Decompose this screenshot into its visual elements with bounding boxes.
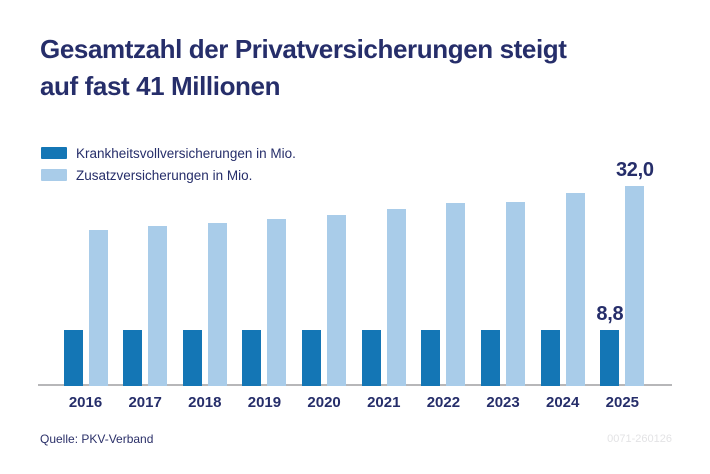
legend-item-vollversicherung: Krankheitsvollversicherungen in Mio. bbox=[41, 142, 296, 164]
bar-2021-series1 bbox=[386, 208, 406, 386]
x-axis-label-2016: 2016 bbox=[68, 394, 103, 411]
x-axis-label-2020: 2020 bbox=[307, 394, 341, 411]
bar-2025-series1 bbox=[625, 185, 645, 386]
bar-2023-series0 bbox=[481, 330, 501, 386]
bar-2019-series0 bbox=[242, 330, 262, 386]
bar-2018-series0 bbox=[182, 330, 202, 386]
bar-2024-series0 bbox=[540, 330, 560, 386]
bar-2017-series1 bbox=[148, 226, 168, 386]
x-axis-label-2025: 2025 bbox=[605, 394, 640, 411]
data-label-2025-series1: 32,0 bbox=[615, 158, 654, 181]
bar-2024-series1 bbox=[565, 192, 585, 386]
bar-2022-series1 bbox=[446, 203, 466, 386]
x-axis-baseline bbox=[38, 384, 672, 386]
x-axis-label-2021: 2021 bbox=[367, 394, 401, 411]
bar-2021-series0 bbox=[361, 330, 381, 386]
legend-swatch-light-icon bbox=[41, 169, 67, 181]
x-axis-label-2024: 2024 bbox=[546, 394, 580, 411]
bar-2018-series1 bbox=[207, 223, 227, 386]
legend-label: Krankheitsvollversicherungen in Mio. bbox=[76, 145, 296, 161]
x-axis-label-2023: 2023 bbox=[486, 394, 520, 411]
data-label-2025-series0: 8,8 bbox=[596, 303, 624, 326]
source-note: Quelle: PKV-Verband bbox=[40, 432, 154, 446]
bar-2025-series0 bbox=[600, 330, 620, 386]
legend-label: Zusatzversicherungen in Mio. bbox=[76, 167, 253, 183]
bar-2017-series0 bbox=[123, 330, 143, 386]
x-axis-label-2022: 2022 bbox=[426, 394, 461, 411]
legend: Krankheitsvollversicherungen in Mio. Zus… bbox=[41, 142, 296, 186]
bar-2020-series1 bbox=[327, 214, 347, 386]
x-axis-label-2019: 2019 bbox=[247, 394, 282, 411]
chart-title: Gesamtzahl der Privatversicherungen stei… bbox=[40, 31, 567, 105]
chart-title-line2: auf fast 41 Millionen bbox=[40, 71, 281, 101]
legend-item-zusatzversicherung: Zusatzversicherungen in Mio. bbox=[41, 164, 296, 186]
chart-title-line1: Gesamtzahl der Privatversicherungen stei… bbox=[40, 34, 567, 64]
x-axis-label-2017: 2017 bbox=[128, 394, 162, 411]
reference-code: 0071-260126 bbox=[607, 433, 672, 445]
bar-2019-series1 bbox=[267, 218, 287, 386]
bar-2016-series0 bbox=[63, 330, 83, 386]
bar-2020-series0 bbox=[302, 330, 322, 386]
bar-2016-series1 bbox=[88, 229, 108, 386]
legend-swatch-dark-icon bbox=[41, 147, 67, 159]
bar-2023-series1 bbox=[506, 201, 526, 386]
bar-2022-series0 bbox=[421, 330, 441, 386]
x-axis-label-2018: 2018 bbox=[188, 394, 222, 411]
